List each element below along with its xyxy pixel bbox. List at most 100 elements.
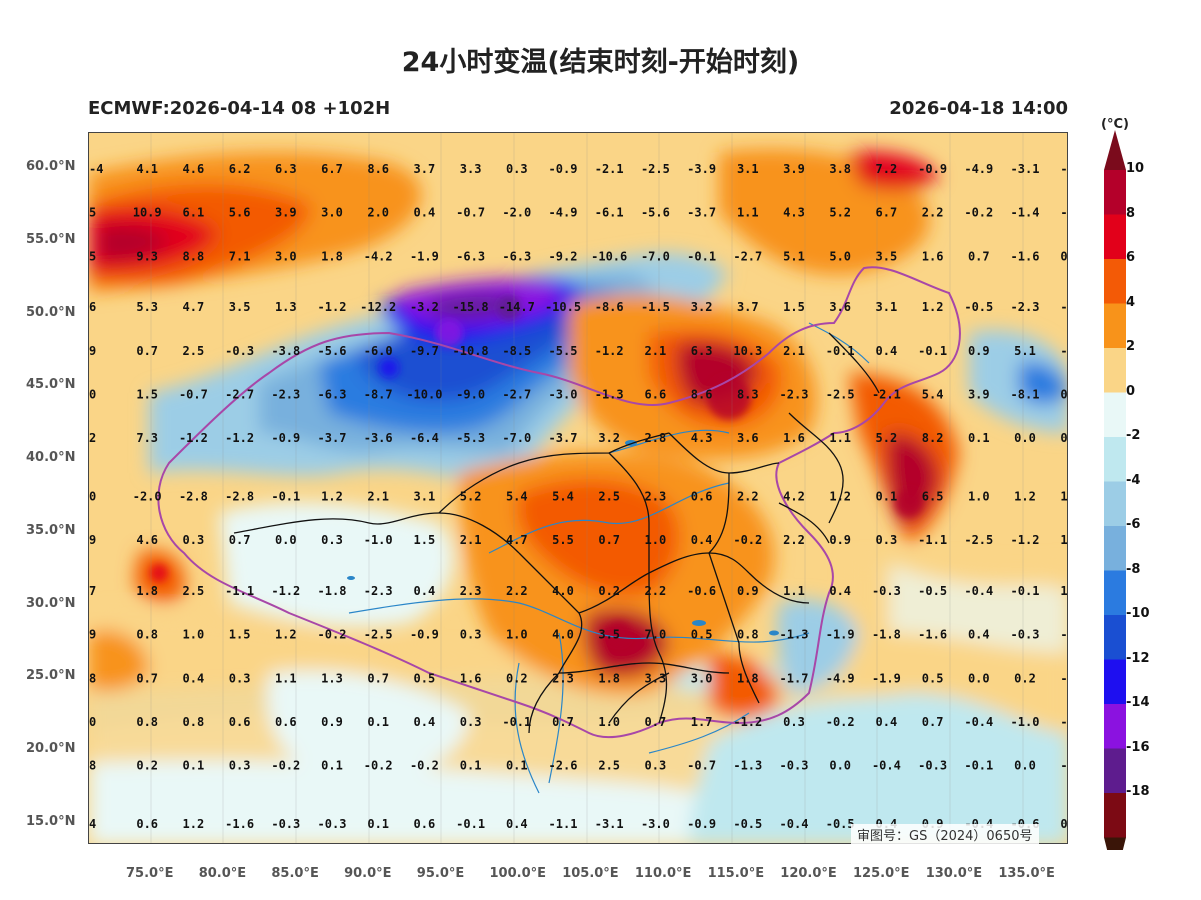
grid-value: 0.2 [1060, 431, 1068, 445]
grid-value: 8.6 [367, 162, 389, 176]
grid-value: 5.2 [829, 206, 851, 220]
legend-tick-label: -2 [1126, 428, 1141, 443]
grid-value: -1.2 [179, 431, 208, 445]
grid-value: 0.0 [1014, 431, 1036, 445]
grid-value: -0.2 [318, 628, 347, 642]
grid-value: 6 [89, 300, 96, 314]
grid-value: 5.6 [229, 206, 251, 220]
grid-value: 1.5 [783, 300, 805, 314]
grid-value: -1.8 [318, 584, 347, 598]
grid-value: -1.0 [364, 533, 393, 547]
grid-value: 0.6 [136, 817, 158, 831]
grid-value: 0.0 [275, 533, 297, 547]
grid-value: -2.5 [364, 628, 393, 642]
grid-value: -0.3 [780, 759, 809, 773]
grid-value: 4.2 [783, 489, 805, 503]
grid-value: -1.9 [872, 671, 901, 685]
lon-tick-label: 100.0°E [489, 866, 547, 881]
map-approval-number: 审图号：GS（2024）0650号 [851, 824, 1039, 845]
grid-value: 2.2 [737, 489, 759, 503]
grid-value: 5.2 [460, 489, 482, 503]
grid-value: -15.8 [453, 300, 489, 314]
grid-value: 6.5 [922, 489, 944, 503]
model-run-info: ECMWF:2026-04-14 08 +102H [88, 98, 391, 119]
grid-value: -2.5 [641, 162, 670, 176]
grid-value: -2.3 [364, 584, 393, 598]
grid-value: -1.0 [1011, 715, 1040, 729]
grid-value: 0.5 [691, 628, 713, 642]
field-texture [150, 296, 923, 645]
grid-value: -8.7 [364, 388, 393, 402]
grid-value: 1.8 [598, 671, 620, 685]
grid-value: 0.0 [1014, 759, 1036, 773]
grid-value: 0.7 [136, 671, 158, 685]
grid-value: -3.0 [641, 817, 670, 831]
lat-tick-label: 60.0°N [26, 159, 76, 174]
grid-value: 6.3 [275, 162, 297, 176]
lat-tick-label: 45.0°N [26, 377, 76, 393]
grid-value: 0 [89, 489, 96, 503]
grid-value: 3.2 [598, 431, 620, 445]
grid-value: 8.3 [737, 388, 759, 402]
grid-value: -1.2 [733, 715, 762, 729]
legend-swatch [1104, 392, 1126, 437]
grid-value: 0.1 [460, 759, 482, 773]
grid-value: -12.2 [360, 300, 396, 314]
grid-value: 0.8 [737, 628, 759, 642]
legend-swatch [1104, 437, 1126, 482]
grid-value: 0.4 [876, 344, 898, 358]
grid-value: 2.1 [783, 344, 805, 358]
temperature-field [89, 149, 1067, 843]
grid-value: 0.7 [136, 344, 158, 358]
grid-value: 5.2 [876, 431, 898, 445]
grid-value: -2.5 [826, 388, 855, 402]
grid-value: 1.5 [1060, 584, 1068, 598]
grid-value: 3.5 [229, 300, 251, 314]
grid-value: -2.0 [133, 489, 162, 503]
lat-tick-label: 15.0°N [26, 813, 76, 829]
grid-value: -0.1 [1011, 584, 1040, 598]
grid-value: -2.7 [502, 388, 531, 402]
grid-value: 5.4 [506, 489, 528, 503]
grid-value: 0.9 [321, 715, 343, 729]
grid-value: 2.2 [645, 584, 667, 598]
grid-value: -0.3 [318, 817, 347, 831]
grid-value: -1.9 [410, 249, 439, 263]
legend-swatch [1104, 704, 1126, 749]
grid-value: 4.3 [691, 431, 713, 445]
color-legend [1104, 130, 1126, 850]
grid-value: 9.3 [136, 249, 158, 263]
grid-value: -14.7 [499, 300, 535, 314]
grid-value: 0.8 [183, 715, 205, 729]
grid-value: 0.7 [229, 533, 251, 547]
grid-value: -4.2 [364, 249, 393, 263]
grid-value-labels: -4 4.1 4.6 6.2 6.3 6.7 8.6 3.7 3.3 0.3 -0.9 -2.1 -2.… [89, 162, 1068, 831]
grid-value: -3.1 [1011, 162, 1040, 176]
grid-value: -8.5 [502, 344, 531, 358]
grid-value: 1.4 [1060, 533, 1068, 547]
legend-bottom-arrow [1104, 837, 1126, 850]
grid-value: -1.8 [872, 628, 901, 642]
grid-value: -0. [1060, 715, 1068, 729]
grid-value: 0.4 [414, 206, 436, 220]
grid-value: 10.9 [133, 206, 162, 220]
grid-value: -1.2 [595, 344, 624, 358]
grid-value: -0.1 [456, 817, 485, 831]
grid-value: 1.5 [414, 533, 436, 547]
grid-value: 0.8 [136, 715, 158, 729]
grid-value: 2 [89, 431, 96, 445]
grid-value: 3.0 [321, 206, 343, 220]
grid-value: 1.6 [783, 431, 805, 445]
grid-value: 4.6 [183, 162, 205, 176]
grid-value: 0.2 [1060, 388, 1068, 402]
grid-value: 3.7 [414, 162, 436, 176]
grid-value: 1.2 [321, 489, 343, 503]
grid-value: 5.0 [829, 249, 851, 263]
grid-value: -1.2 [225, 431, 254, 445]
grid-value: 3.3 [460, 162, 482, 176]
grid-value: -0.1 [271, 489, 300, 503]
grid-value: 6.7 [321, 162, 343, 176]
grid-value: 2.5 [598, 489, 620, 503]
grid-value: 4.7 [183, 300, 205, 314]
grid-value: -3.6 [364, 431, 393, 445]
